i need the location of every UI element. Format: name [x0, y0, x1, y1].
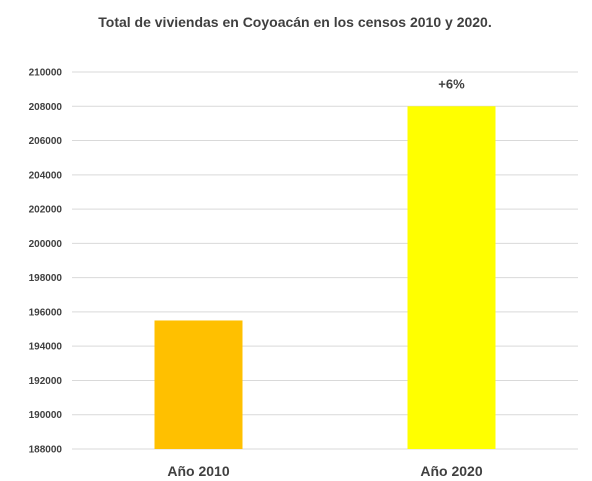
bar [154, 320, 243, 449]
y-tick-label: 192000 [29, 376, 63, 387]
data-label: +6% [438, 76, 465, 91]
y-tick-label: 188000 [29, 445, 63, 456]
x-category-label: Año 2020 [420, 463, 482, 479]
y-tick-label: 206000 [29, 136, 63, 147]
y-tick-label: 210000 [29, 68, 63, 79]
y-tick-label: 198000 [29, 273, 63, 284]
bar [407, 106, 496, 449]
y-tick-label: 204000 [29, 170, 63, 181]
x-category-label: Año 2010 [167, 463, 229, 479]
y-tick-label: 208000 [29, 102, 63, 113]
y-tick-label: 190000 [29, 410, 63, 421]
y-tick-label: 196000 [29, 307, 63, 318]
y-tick-label: 202000 [29, 205, 63, 216]
y-tick-label: 194000 [29, 342, 63, 353]
chart-title: Total de viviendas en Coyoacán en los ce… [98, 14, 492, 30]
y-tick-label: 200000 [29, 239, 63, 250]
